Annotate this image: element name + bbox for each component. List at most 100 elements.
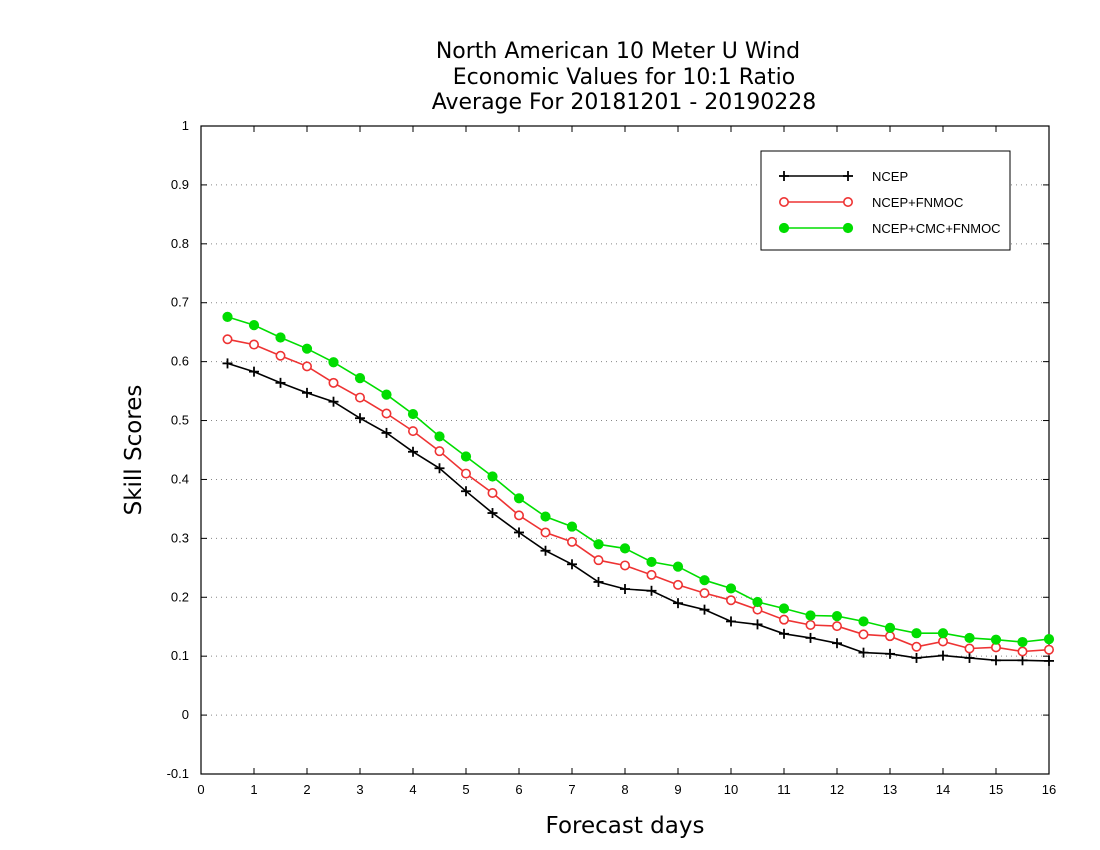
data-point: [1017, 646, 1028, 657]
x-tick-label: 10: [724, 782, 738, 797]
data-point: [699, 588, 710, 599]
data-point: [381, 427, 392, 438]
data-point: [222, 358, 233, 369]
data-point: [672, 561, 684, 572]
legend: NCEP NCEP+FNMOC NCEP+CMC+FNMOC: [760, 150, 1011, 251]
data-point: [566, 536, 577, 547]
legend-marker: [842, 222, 854, 234]
x-tick-label: 2: [303, 782, 310, 797]
data-point: [275, 332, 286, 343]
data-point: [778, 603, 790, 614]
data-point: [328, 357, 339, 368]
x-tick-label: 5: [462, 782, 469, 797]
data-point: [778, 614, 789, 625]
data-point: [460, 451, 472, 462]
data-point: [407, 426, 418, 437]
x-tick-label: 1: [250, 782, 257, 797]
data-point: [222, 311, 233, 322]
data-point: [301, 343, 313, 354]
data-point: [301, 361, 312, 372]
data-point: [726, 616, 736, 627]
y-tick-label: 1: [182, 118, 189, 133]
x-axis: 0 1 2 3 4 5 6 7 8 9 10 11 12 13 14 15 16: [197, 126, 1056, 797]
data-point: [858, 629, 869, 640]
title-line-2: Economic Values for 10:1 Ratio: [453, 65, 795, 90]
legend-marker: [842, 197, 853, 208]
data-point: [937, 636, 948, 647]
data-point: [407, 408, 419, 420]
data-point: [752, 619, 763, 630]
data-point: [725, 583, 737, 594]
data-point: [937, 628, 949, 639]
y-tick-label: 0.7: [171, 295, 189, 310]
chart-title: North American 10 Meter U Wind Economic …: [432, 39, 817, 115]
series-line: [227, 362, 1050, 662]
data-point: [487, 508, 498, 519]
data-point: [831, 611, 843, 622]
data-point: [275, 350, 286, 361]
x-tick-label: 13: [883, 782, 897, 797]
data-point: [672, 579, 683, 590]
legend-marker: [843, 171, 853, 181]
x-tick-label: 4: [409, 782, 416, 797]
legend-marker: [778, 197, 789, 208]
data-point: [249, 339, 260, 350]
grid-lines: [201, 184, 1049, 716]
data-point: [593, 555, 604, 566]
data-point: [885, 648, 895, 659]
data-point: [434, 446, 445, 457]
data-point: [540, 527, 551, 538]
data-point: [646, 585, 657, 596]
data-point: [884, 631, 895, 642]
data-point: [646, 556, 657, 568]
data-point: [381, 389, 392, 400]
data-point: [964, 652, 975, 663]
data-point: [1017, 636, 1028, 648]
legend-marker: [779, 171, 789, 181]
data-point: [354, 373, 366, 384]
data-point: [487, 471, 498, 482]
data-point: [567, 559, 577, 570]
y-tick-label: -0.1: [167, 766, 189, 781]
data-point: [911, 628, 922, 639]
data-point: [461, 486, 471, 497]
y-tick-label: 0.3: [171, 530, 189, 545]
data-point: [513, 493, 525, 504]
data-point: [434, 463, 445, 474]
x-tick-label: 16: [1042, 782, 1056, 797]
data-point: [302, 387, 312, 398]
data-point: [884, 622, 896, 634]
y-tick-label: 0.5: [171, 413, 189, 428]
x-axis-title: Forecast days: [546, 813, 705, 839]
data-point: [805, 632, 816, 643]
y-tick-label: 0: [182, 707, 189, 722]
data-point: [964, 643, 975, 654]
data-point: [832, 638, 842, 649]
data-point: [1017, 655, 1028, 666]
legend-item: NCEP+CMC+FNMOC: [778, 221, 1001, 236]
data-point: [1044, 655, 1054, 666]
data-point: [805, 610, 816, 621]
data-point: [328, 377, 339, 388]
series-layer: [222, 311, 1055, 666]
data-point: [858, 616, 869, 627]
legend-label: NCEP+CMC+FNMOC: [872, 221, 1001, 236]
series-line: [227, 338, 1050, 653]
data-point: [990, 634, 1002, 645]
data-point: [460, 468, 471, 479]
data-point: [487, 488, 498, 499]
legend-label: NCEP: [872, 169, 908, 184]
data-point: [673, 598, 683, 609]
data-point: [593, 539, 604, 550]
data-point: [619, 560, 630, 571]
y-tick-label: 0.4: [171, 471, 189, 486]
legend-marker: [778, 222, 790, 234]
x-tick-label: 0: [197, 782, 204, 797]
x-tick-label: 6: [515, 782, 522, 797]
x-tick-label: 9: [674, 782, 681, 797]
data-point: [1044, 644, 1055, 655]
x-tick-label: 12: [830, 782, 844, 797]
title-line-1: North American 10 Meter U Wind: [436, 39, 800, 64]
y-tick-label: 0.6: [171, 354, 189, 369]
